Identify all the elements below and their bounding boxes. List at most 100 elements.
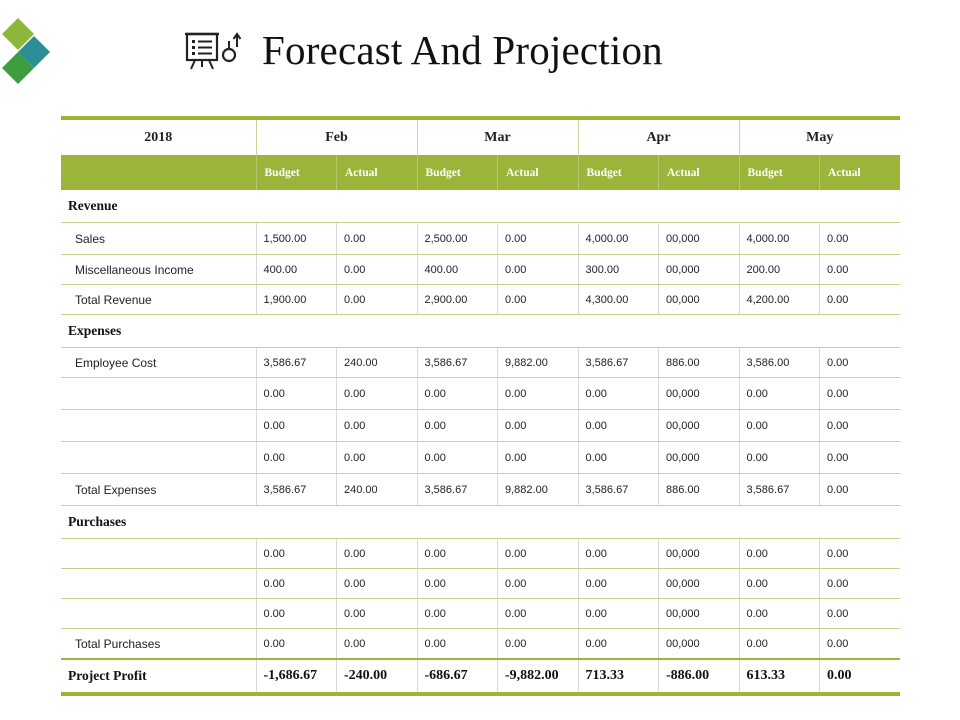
table-cell: 0.00: [416, 441, 498, 474]
sub-header: Actual: [497, 155, 578, 190]
profit-cell: -886.00: [658, 658, 739, 696]
row-label: Employee Cost: [61, 347, 256, 378]
section-heading-row: Expenses: [61, 314, 900, 348]
table-cell: 0.00: [497, 441, 578, 474]
table-cell: 1,500.00: [255, 222, 337, 255]
table-cell: 0.00: [577, 598, 659, 629]
profit-cell: -9,882.00: [497, 658, 578, 696]
table-cell: 00,000: [658, 598, 739, 629]
table-cell: 0.00: [819, 568, 900, 599]
table-cell: 0.00: [738, 441, 820, 474]
table-cell: 0.00: [336, 377, 417, 410]
table-cell: 0.00: [255, 598, 337, 629]
table-cell: 00,000: [658, 222, 739, 255]
table-cell: 0.00: [738, 568, 820, 599]
table-cell: 0.00: [416, 409, 498, 442]
month-header-row: 2018 Feb Mar Apr May: [61, 116, 900, 155]
table-cell: 0.00: [819, 441, 900, 474]
table-cell: 0.00: [738, 598, 820, 629]
table-row: 0.00 0.00 0.00 0.00 0.00 00,000 0.00 0.00: [61, 568, 900, 599]
sub-header: Budget: [577, 155, 659, 190]
profit-cell: 613.33: [738, 658, 820, 696]
table-cell: 0.00: [497, 284, 578, 315]
section-heading-row: Revenue: [61, 190, 900, 223]
table-cell: 0.00: [416, 538, 498, 569]
table-cell: 00,000: [658, 568, 739, 599]
row-label: [61, 538, 256, 569]
table-cell: 0.00: [336, 441, 417, 474]
table-cell: 3,586.67: [738, 473, 820, 506]
row-label: Total Purchases: [61, 628, 256, 660]
table-row: Miscellaneous Income 400.00 0.00 400.00 0.00…: [61, 254, 900, 285]
profit-cell: -1,686.67: [255, 658, 337, 696]
table-cell: 0.00: [336, 598, 417, 629]
table-row: Total Revenue 1,900.00 0.00 2,900.00 0.00 4,3…: [61, 284, 900, 315]
table-cell: 4,200.00: [738, 284, 820, 315]
table-cell: 0.00: [336, 409, 417, 442]
table-cell: 3,586.67: [577, 347, 659, 378]
sub-header: Actual: [658, 155, 739, 190]
table-cell: 0.00: [738, 409, 820, 442]
table-row: 0.00 0.00 0.00 0.00 0.00 00,000 0.00 0.00: [61, 598, 900, 629]
table-row: 0.00 0.00 0.00 0.00 0.00 00,000 0.00 0.00: [61, 441, 900, 474]
table-cell: 2,900.00: [416, 284, 498, 315]
table-cell: 3,586.00: [738, 347, 820, 378]
table-cell: 0.00: [416, 598, 498, 629]
table-cell: 0.00: [497, 628, 578, 660]
section-heading-row: Purchases: [61, 505, 900, 539]
sub-header-blank: [61, 155, 256, 190]
row-label: Miscellaneous Income: [61, 254, 256, 285]
table-cell: 0.00: [577, 538, 659, 569]
row-label: [61, 377, 256, 410]
table-cell: 00,000: [658, 538, 739, 569]
table-cell: 0.00: [577, 409, 659, 442]
table-cell: 3,586.67: [255, 473, 337, 506]
row-label: [61, 568, 256, 599]
table-cell: 00,000: [658, 441, 739, 474]
table-row: Employee Cost 3,586.67 240.00 3,586.67 9,882…: [61, 347, 900, 378]
table-cell: 0.00: [255, 628, 337, 660]
table-row: 0.00 0.00 0.00 0.00 0.00 00,000 0.00 0.00: [61, 538, 900, 569]
section-heading: Revenue: [61, 190, 900, 223]
table-cell: 300.00: [577, 254, 659, 285]
profit-cell: -240.00: [336, 658, 417, 696]
budget-actual-header-row: Budget Actual Budget Actual Budget Actua…: [61, 155, 900, 190]
table-cell: 0.00: [416, 628, 498, 660]
table-cell: 0.00: [819, 538, 900, 569]
table-cell: 1,900.00: [255, 284, 337, 315]
table-row: 0.00 0.00 0.00 0.00 0.00 00,000 0.00 0.00: [61, 377, 900, 410]
table-cell: 240.00: [336, 347, 417, 378]
table-cell: 00,000: [658, 284, 739, 315]
table-cell: 3,586.67: [416, 473, 498, 506]
table-cell: 400.00: [416, 254, 498, 285]
table-cell: 9,882.00: [497, 473, 578, 506]
year-header: 2018: [61, 116, 256, 155]
table-cell: 0.00: [738, 628, 820, 660]
month-header: May: [738, 116, 900, 155]
table-cell: 240.00: [336, 473, 417, 506]
table-cell: 0.00: [497, 409, 578, 442]
table-cell: 0.00: [497, 538, 578, 569]
table-row: Total Expenses 3,586.67 240.00 3,586.67 9,88…: [61, 473, 900, 506]
forecast-table: 2018 Feb Mar Apr May Budget Actual Budge…: [61, 116, 900, 696]
table-cell: 0.00: [819, 628, 900, 660]
table-cell: 886.00: [658, 473, 739, 506]
table-cell: 0.00: [577, 441, 659, 474]
table-cell: 200.00: [738, 254, 820, 285]
month-header: Mar: [416, 116, 578, 155]
profit-label: Project Profit: [61, 658, 256, 696]
table-cell: 0.00: [819, 473, 900, 506]
table-cell: 0.00: [255, 377, 337, 410]
table-cell: 0.00: [336, 284, 417, 315]
table-cell: 00,000: [658, 628, 739, 660]
table-cell: 0.00: [819, 377, 900, 410]
row-label: Total Expenses: [61, 473, 256, 506]
table-cell: 0.00: [416, 377, 498, 410]
table-cell: 0.00: [336, 538, 417, 569]
table-body: Revenue Sales 1,500.00 0.00 2,500.00 0.00 4,00…: [61, 190, 900, 696]
table-cell: 0.00: [497, 377, 578, 410]
table-cell: 0.00: [416, 568, 498, 599]
table-cell: 00,000: [658, 254, 739, 285]
table-cell: 4,000.00: [738, 222, 820, 255]
table-cell: 0.00: [255, 568, 337, 599]
